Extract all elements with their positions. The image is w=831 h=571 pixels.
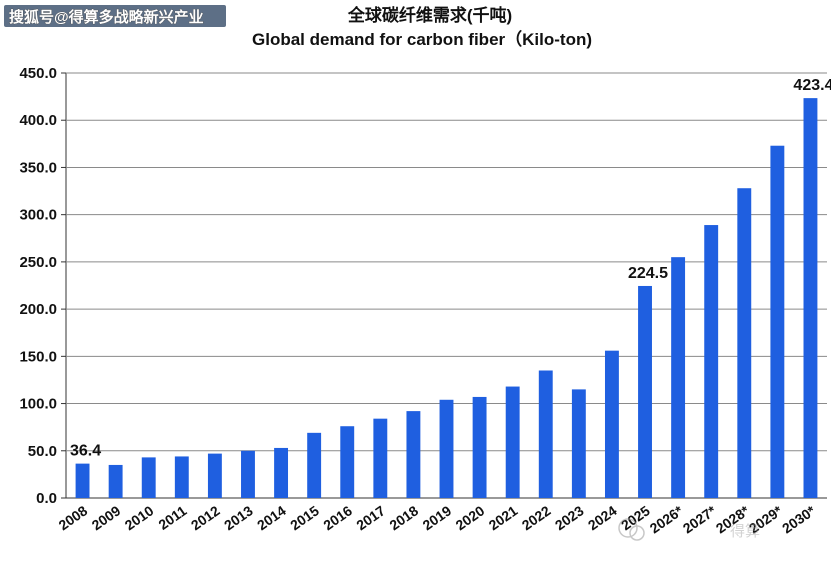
x-tick-label: 2018	[386, 502, 421, 533]
y-tick-label: 450.0	[19, 65, 57, 82]
bar	[75, 463, 90, 498]
x-tick-label: 2009	[89, 502, 124, 533]
watermark-background	[4, 5, 226, 27]
wechat-icon	[618, 518, 638, 538]
bar	[108, 464, 123, 498]
x-tick-label: 2013	[221, 502, 256, 533]
watermark-text: 搜狐号@得算多战略新兴产业	[9, 8, 204, 26]
y-tick-label: 300.0	[19, 207, 57, 224]
y-tick-label: 200.0	[19, 301, 57, 318]
bar	[207, 453, 222, 498]
x-tick-label: 2015	[287, 502, 322, 533]
x-tick-label: 2026*	[647, 502, 687, 536]
x-tick-label: 2019	[420, 502, 455, 533]
y-tick-label: 400.0	[19, 112, 57, 129]
data-label: 36.4	[70, 443, 101, 460]
x-tick-label: 2030*	[779, 502, 819, 536]
bar	[505, 386, 520, 498]
bar	[538, 370, 553, 498]
bar	[174, 456, 189, 498]
watermark-top-left: 搜狐号@得算多战略新兴产业	[4, 5, 226, 27]
x-tick-label: 2011	[155, 502, 189, 533]
x-tick-label: 2016	[320, 502, 355, 533]
bar	[406, 411, 421, 498]
watermark-bottom-text: 得算	[730, 522, 760, 540]
x-tick-label: 2014	[254, 502, 289, 533]
y-tick-label: 100.0	[19, 396, 57, 413]
bars	[75, 98, 818, 499]
x-tick-label: 2021	[486, 502, 521, 533]
data-label: 224.5	[628, 265, 668, 282]
y-tick-label: 50.0	[28, 443, 57, 460]
bar	[340, 426, 355, 498]
chart-subtitle: Global demand for carbon fiber（Kilo-ton)	[252, 29, 592, 49]
x-tick-label: 2008	[56, 502, 91, 533]
watermark-bottom-right: 得算	[618, 518, 760, 541]
bar	[571, 389, 586, 498]
x-tick-label: 2017	[353, 502, 388, 533]
x-tick-label: 2012	[188, 502, 223, 533]
bar	[141, 457, 156, 498]
x-tick-label: 2022	[519, 502, 554, 533]
data-labels: 36.4 224.5 423.4	[70, 77, 831, 460]
bar	[472, 396, 487, 498]
bar	[241, 450, 255, 498]
chart-title: 全球碳纤维需求(千吨)	[347, 5, 512, 25]
x-tick-label: 2024	[585, 502, 620, 533]
x-tick-label: 2027*	[680, 502, 720, 536]
bar	[770, 145, 785, 498]
wechat-icon-bubble	[629, 525, 645, 541]
bar	[307, 432, 322, 498]
y-tick-label: 250.0	[19, 254, 57, 271]
y-tick-label: 350.0	[19, 159, 57, 176]
bar	[803, 98, 818, 498]
y-tick-label: 150.0	[19, 348, 57, 365]
bar	[604, 350, 619, 498]
x-tick-label: 2023	[552, 502, 587, 533]
bar	[737, 188, 752, 498]
bar	[671, 257, 686, 498]
bar	[439, 399, 454, 498]
data-label: 423.4	[793, 77, 831, 94]
bar	[638, 285, 652, 498]
bar	[274, 447, 289, 498]
x-tick-label: 2010	[122, 502, 157, 533]
y-tick-label: 0.0	[36, 490, 57, 507]
x-tick-label: 2025	[618, 502, 653, 533]
bar	[373, 418, 388, 498]
bar	[704, 225, 719, 499]
y-axis-ticks: 0.0 50.0 100.0 150.0 200.0 250.0 300.0 350.0 400…	[19, 65, 57, 507]
x-tick-label: 2020	[453, 502, 488, 533]
